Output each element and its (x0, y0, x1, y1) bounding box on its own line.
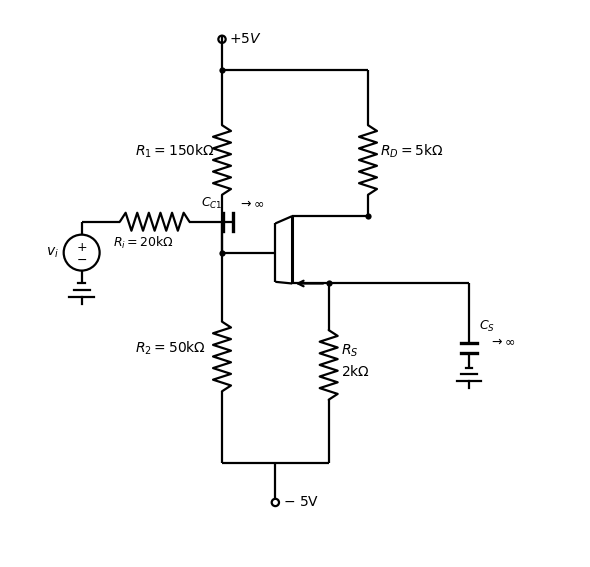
Text: $+$: $+$ (76, 240, 87, 253)
Text: $R_i = 20\mathrm{k}\Omega$: $R_i = 20\mathrm{k}\Omega$ (113, 235, 174, 251)
Text: $R_1 = 150\mathrm{k}\Omega$: $R_1 = 150\mathrm{k}\Omega$ (135, 143, 215, 160)
Text: $2\mathrm{k}\Omega$: $2\mathrm{k}\Omega$ (341, 364, 370, 379)
Text: $-$: $-$ (76, 253, 87, 266)
Text: $C_S$: $C_S$ (479, 319, 495, 335)
Text: $\rightarrow\infty$: $\rightarrow\infty$ (238, 197, 264, 210)
Text: $R_2 = 50\mathrm{k}\Omega$: $R_2 = 50\mathrm{k}\Omega$ (135, 340, 206, 357)
Text: $\rightarrow\infty$: $\rightarrow\infty$ (489, 335, 515, 348)
Text: $R_S$: $R_S$ (341, 342, 359, 359)
Text: $v_i$: $v_i$ (46, 246, 59, 260)
Text: $+5V$: $+5V$ (230, 32, 262, 46)
Text: $C_{C1}$: $C_{C1}$ (201, 196, 222, 211)
Text: $R_D = 5\mathrm{k}\Omega$: $R_D = 5\mathrm{k}\Omega$ (381, 143, 444, 160)
Text: $-$ 5V: $-$ 5V (283, 496, 319, 510)
